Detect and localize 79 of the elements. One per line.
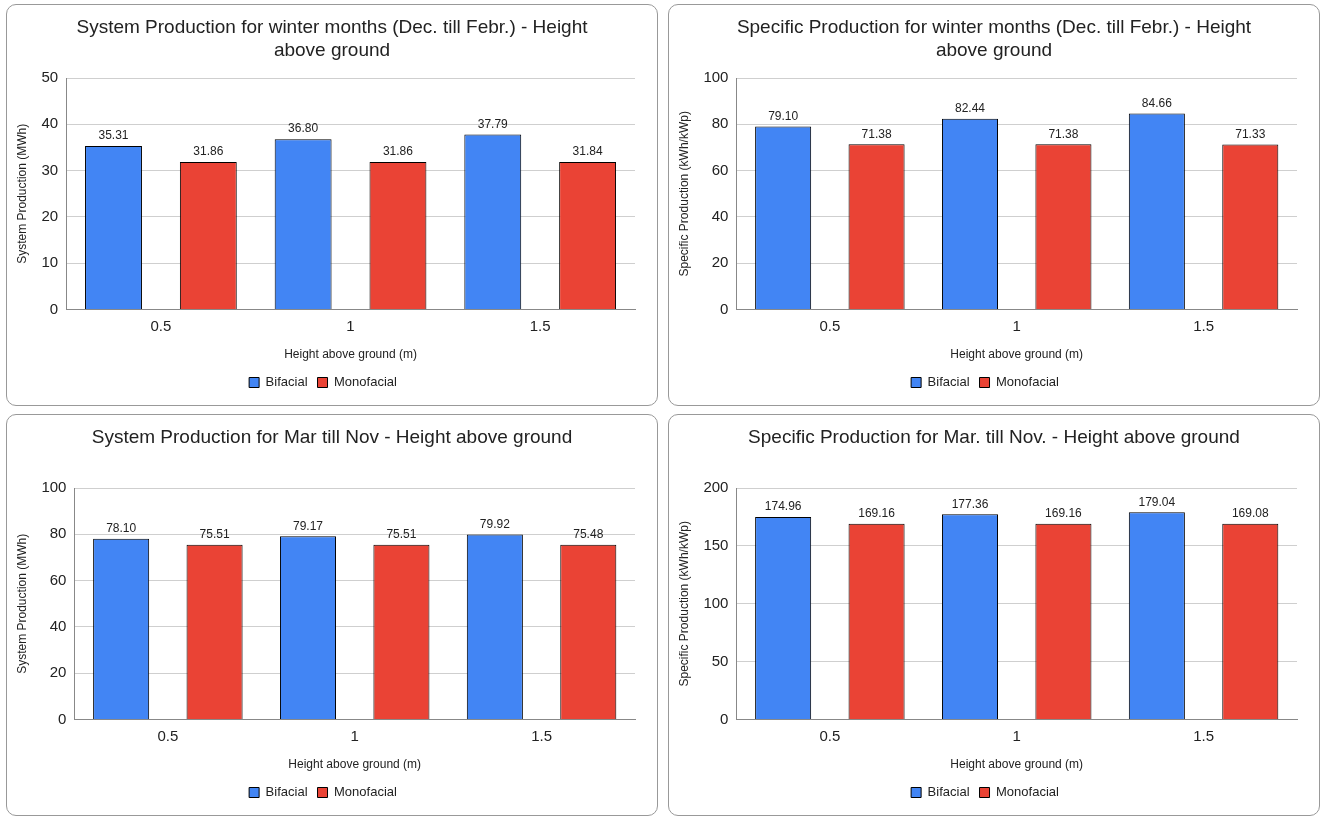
data-label: 84.66 bbox=[1141, 95, 1173, 110]
legend-label: Bifacial bbox=[927, 374, 970, 390]
data-label: 75.51 bbox=[199, 527, 230, 542]
y-tick-label: 0 bbox=[49, 299, 59, 317]
chart-title: Specific Production for winter months (Dec. till Febr.) - Height above ground bbox=[735, 15, 1253, 61]
data-label: 177.36 bbox=[951, 496, 989, 511]
y-tick-label: 0 bbox=[720, 709, 729, 727]
data-label: 71.38 bbox=[861, 126, 892, 141]
legend-label: Bifacial bbox=[265, 374, 308, 390]
x-tick-label: 0.5 bbox=[157, 726, 179, 744]
chart-title: System Production for Mar till Nov - Height above ground bbox=[90, 425, 574, 449]
x-tick-label: 1 bbox=[1012, 316, 1021, 334]
data-label: 35.31 bbox=[98, 128, 129, 143]
data-label: 169.16 bbox=[858, 506, 896, 521]
y-tick-label: 50 bbox=[41, 68, 59, 86]
legend-label: Monofacial bbox=[334, 374, 397, 390]
x-tick-label: 0.5 bbox=[819, 316, 841, 334]
y-tick-label: 200 bbox=[703, 478, 729, 496]
y-tick-label: 100 bbox=[41, 478, 67, 496]
legend-label: Bifacial bbox=[927, 784, 970, 800]
y-tick-label: 50 bbox=[711, 651, 729, 669]
legend-label: Monofacial bbox=[996, 784, 1059, 800]
data-label: 75.48 bbox=[573, 527, 604, 542]
data-label: 174.96 bbox=[764, 499, 802, 514]
x-tick-label: 0.5 bbox=[819, 726, 841, 744]
y-tick-label: 20 bbox=[49, 663, 67, 681]
data-label: 79.17 bbox=[292, 518, 324, 533]
data-label: 79.92 bbox=[479, 516, 511, 531]
data-label: 169.16 bbox=[1045, 506, 1083, 521]
x-axis-title: Height above ground (m) bbox=[288, 757, 422, 772]
y-tick-label: 60 bbox=[49, 570, 67, 588]
data-label: 37.79 bbox=[477, 116, 509, 131]
y-tick-label: 20 bbox=[41, 207, 59, 225]
y-tick-label: 100 bbox=[703, 68, 729, 86]
x-tick-label: 0.5 bbox=[150, 316, 172, 334]
y-tick-label: 150 bbox=[703, 536, 729, 554]
data-label: 71.33 bbox=[1235, 126, 1266, 141]
data-label: 31.86 bbox=[382, 144, 414, 159]
data-label: 82.44 bbox=[954, 100, 986, 115]
y-tick-label: 40 bbox=[711, 207, 729, 225]
data-label: 31.84 bbox=[572, 144, 603, 159]
y-tick-label: 60 bbox=[711, 160, 729, 178]
chart-title: System Production for winter months (Dec. till Febr.) - Height above ground bbox=[75, 15, 589, 61]
y-axis-title: System Production (MWh) bbox=[14, 123, 29, 264]
x-tick-label: 1.5 bbox=[529, 316, 551, 334]
y-tick-label: 30 bbox=[41, 160, 59, 178]
y-tick-label: 0 bbox=[58, 709, 67, 727]
x-tick-label: 1.5 bbox=[1193, 726, 1214, 744]
x-tick-label: 1.5 bbox=[1193, 316, 1214, 334]
x-axis-title: Height above ground (m) bbox=[284, 347, 417, 362]
x-axis-title: Height above ground (m) bbox=[950, 347, 1084, 362]
data-label: 78.10 bbox=[106, 521, 137, 536]
x-tick-label: 1.5 bbox=[531, 726, 552, 744]
y-tick-label: 10 bbox=[41, 253, 59, 271]
y-tick-label: 100 bbox=[703, 593, 729, 611]
x-tick-label: 1 bbox=[346, 316, 355, 334]
y-tick-label: 80 bbox=[711, 114, 729, 132]
y-axis-title: Specific Production (kWh/kWp) bbox=[676, 111, 691, 277]
x-tick-label: 1 bbox=[350, 726, 359, 744]
data-label: 31.86 bbox=[193, 144, 224, 159]
data-label: 71.38 bbox=[1048, 126, 1079, 141]
data-label: 79.10 bbox=[768, 108, 799, 123]
data-label: 75.51 bbox=[386, 527, 417, 542]
data-label: 179.04 bbox=[1138, 494, 1176, 509]
y-tick-label: 40 bbox=[41, 114, 59, 132]
data-label: 169.08 bbox=[1231, 506, 1269, 521]
data-label: 36.80 bbox=[288, 121, 319, 136]
x-axis-title: Height above ground (m) bbox=[950, 757, 1084, 772]
y-tick-label: 40 bbox=[49, 617, 67, 635]
chart-title: Specific Production for Mar. till Nov. - Height above ground bbox=[747, 425, 1241, 449]
legend-label: Bifacial bbox=[265, 784, 308, 800]
y-tick-label: 20 bbox=[711, 253, 729, 271]
legend-label: Monofacial bbox=[334, 784, 397, 800]
y-axis-title: System Production (MWh) bbox=[14, 533, 29, 674]
y-tick-label: 80 bbox=[49, 524, 67, 542]
x-tick-label: 1 bbox=[1012, 726, 1021, 744]
y-tick-label: 0 bbox=[720, 299, 729, 317]
legend-label: Monofacial bbox=[996, 374, 1059, 390]
y-axis-title: Specific Production (kWh/kWp) bbox=[676, 521, 691, 687]
